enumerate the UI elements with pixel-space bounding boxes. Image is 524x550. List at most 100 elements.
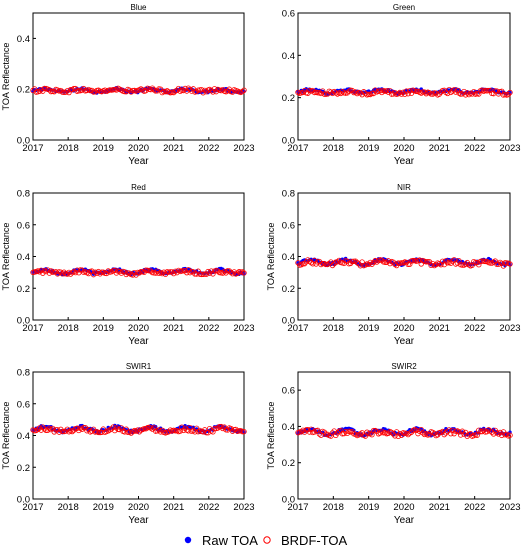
data-point-brdf [405,90,411,97]
data-point-brdf [441,431,447,438]
data-point-brdf [98,269,105,275]
data-point-brdf [439,258,446,264]
data-point-brdf [397,89,403,96]
data-point-brdf [418,427,424,433]
chart-panel-green: Green 2017 2018 2019 2020 2021 2022 2023 0.0 0.2 0… [282,3,521,167]
x-tick-label: 2023 [499,143,520,154]
data-point-brdf [220,270,226,276]
data-point-brdf [319,260,326,267]
data-point-brdf [500,263,507,269]
y-tick-label: 0.2 [17,85,30,96]
data-point-brdf [319,88,326,94]
data-point-brdf [364,429,370,435]
data-point-brdf [352,258,359,264]
data-point-brdf [298,429,304,435]
data-point-brdf [202,427,208,433]
data-point-brdf [202,87,208,94]
data-point-brdf [228,269,234,276]
x-tick-label: 2020 [128,502,149,513]
data-point-brdf [38,267,44,273]
data-point-brdf [361,89,367,95]
data-point-brdf [241,270,247,276]
data-point-brdf [474,432,480,438]
x-tick-label: 2022 [198,143,219,154]
series-brdf-toa [295,257,513,269]
data-point-brdf [369,90,375,97]
data-point-brdf [328,433,334,439]
chart-panel-swir2: SWIR2 2017 2018 2019 2020 2021 2022 2023 0.0 0.2 0… [266,362,521,526]
x-tick-label: 2020 [128,323,149,334]
y-tick-label: 0.6 [282,386,295,397]
data-point-brdf [338,427,344,434]
x-tick-label: 2022 [198,323,219,334]
series-brdf-toa [30,85,247,96]
data-point-brdf [311,429,318,435]
data-point-brdf [466,91,472,98]
data-point-brdf [362,90,369,97]
data-point-brdf [94,270,100,276]
y-tick-label: 0.8 [17,368,30,379]
data-point-brdf [436,429,443,436]
data-point-brdf [210,429,216,435]
data-point-brdf [464,90,470,96]
x-tick-label: 2021 [429,323,450,334]
data-point-brdf [203,429,210,436]
data-point-brdf [492,88,498,94]
data-point-brdf [218,423,224,430]
data-point-brdf [402,91,408,97]
plot-frame [32,192,245,321]
x-axis-label: Year [128,336,149,347]
x-tick-label: 2023 [499,323,520,334]
x-axis-label: Year [394,515,415,526]
data-point-brdf [315,89,321,96]
x-tick-label: 2021 [429,143,450,154]
data-point-brdf [98,429,105,436]
x-axis-label: Year [394,156,415,167]
data-point-brdf [433,90,439,96]
panel-title: SWIR2 [391,362,417,371]
data-point-brdf [205,268,211,275]
y-tick-label: 0.6 [17,220,30,231]
data-point-brdf [118,270,125,276]
data-point-brdf [495,431,502,437]
x-axis-label: Year [128,515,149,526]
y-tick-label: 0.6 [282,9,295,20]
data-point-brdf [370,427,377,434]
data-point-brdf [187,269,193,276]
data-point-brdf [323,431,329,437]
data-point-brdf [328,89,334,95]
data-point-brdf [497,429,503,436]
y-tick-label: 0.2 [17,284,30,295]
x-tick-label: 2019 [358,143,379,154]
y-tick-label: 0.4 [17,34,30,45]
data-point-brdf [507,89,513,96]
data-point-brdf [87,87,93,94]
data-point-brdf [334,259,341,265]
data-point-brdf [329,90,336,97]
y-tick-label: 0.0 [17,136,30,147]
data-point-brdf [502,260,508,266]
data-point-brdf [384,87,390,94]
data-point-brdf [233,426,239,433]
data-point-brdf [382,259,388,265]
data-point-brdf [476,91,482,97]
data-point-brdf [487,260,493,266]
y-tick-label: 0.8 [17,189,30,200]
data-point-brdf [395,91,401,97]
y-axis-label: TOA Reflectance [266,402,276,470]
data-point-brdf [456,429,462,435]
data-point-brdf [238,269,244,275]
data-point-brdf [385,258,392,264]
data-point-brdf [481,427,487,434]
data-point-brdf [459,262,466,268]
plot-frame [297,12,511,141]
data-point-brdf [453,89,459,95]
data-point-brdf [40,88,46,94]
x-tick-label: 2022 [198,502,219,513]
data-point-brdf [507,261,513,267]
x-tick-label: 2019 [93,323,114,334]
chart-legend: Raw TOA BRDF-TOA [184,533,348,548]
data-point-brdf [413,88,420,94]
data-point-brdf [403,430,410,437]
x-tick-label: 2018 [58,323,79,334]
